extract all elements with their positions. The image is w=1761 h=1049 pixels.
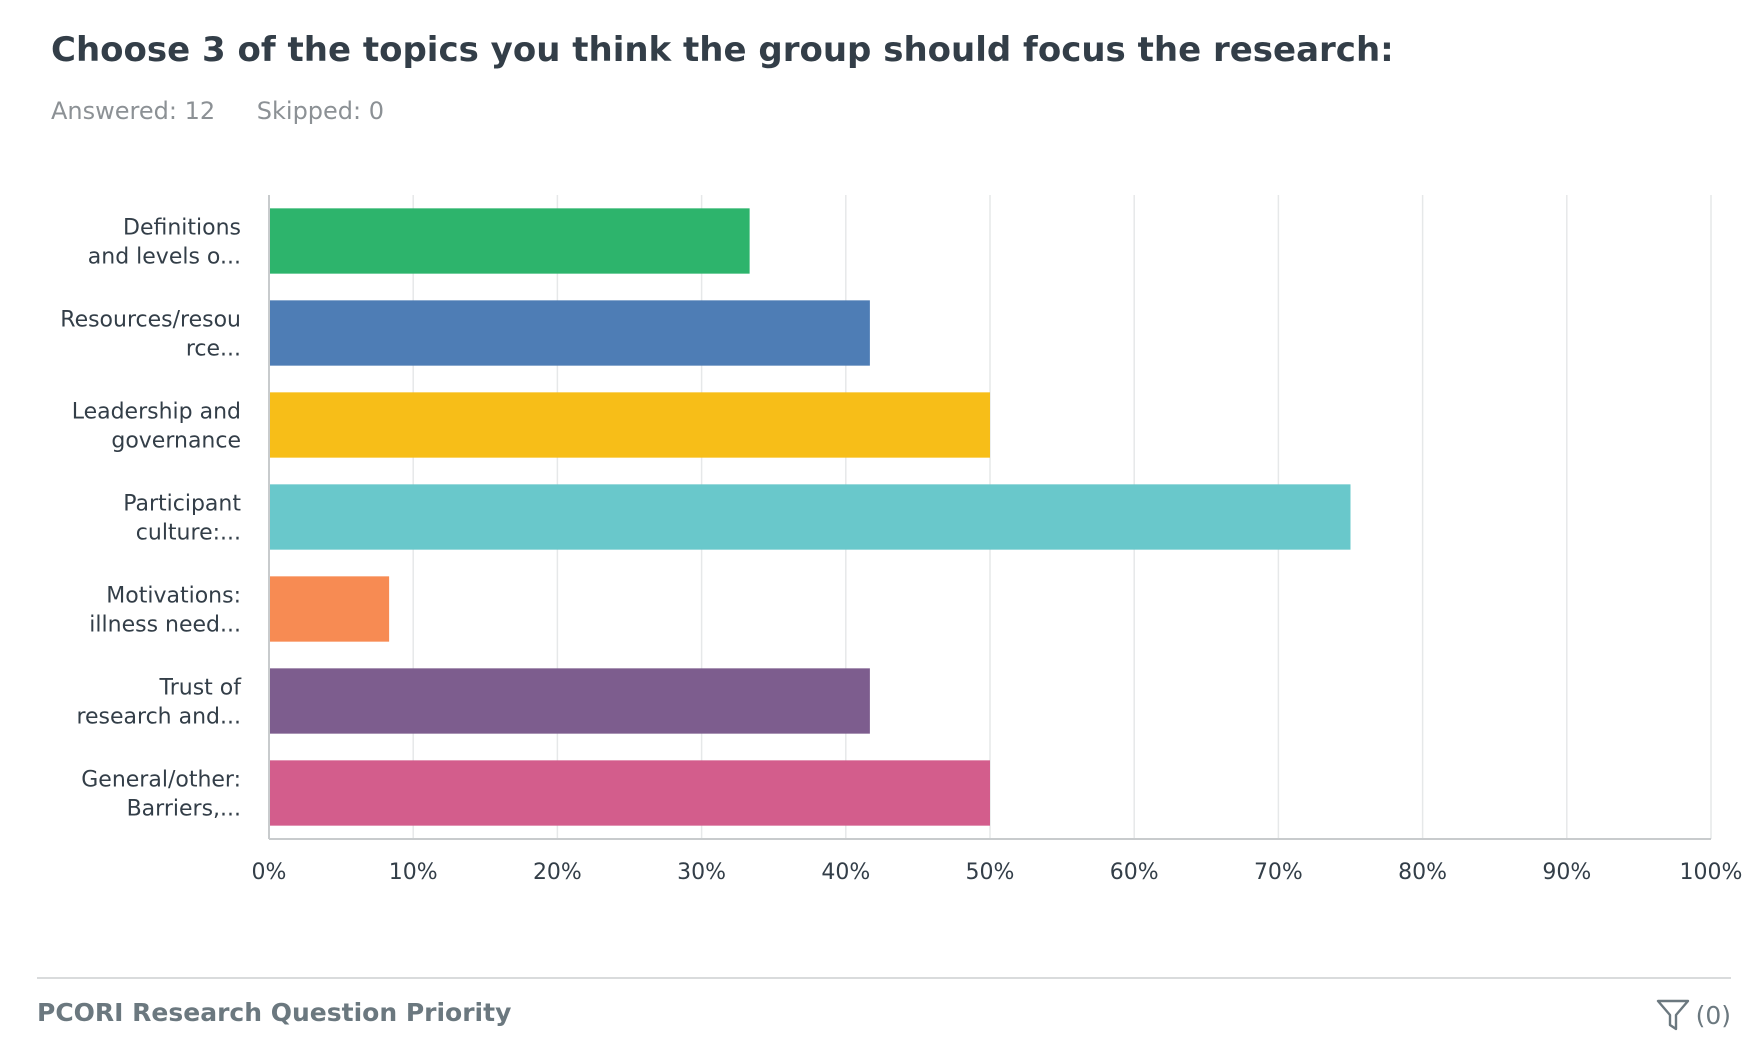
survey-title: PCORI Research Question Priority <box>37 998 512 1027</box>
category-label: Participant culture:... <box>123 492 241 546</box>
bar-chart: 0% 10% 20% 30% 40% 50% 60% 70% 80% 90% 100% Definit… <box>60 195 1743 885</box>
bar <box>270 300 870 366</box>
filter-icon <box>1656 999 1689 1031</box>
category-label-line: Trust of <box>159 676 243 701</box>
category-label-line: culture:... <box>136 521 241 546</box>
category-label: Definitions and levels o... <box>88 216 241 270</box>
x-tick-label: 100% <box>1680 860 1743 885</box>
category-label: Trust of research and... <box>76 676 242 730</box>
x-tick-label: 50% <box>966 860 1015 885</box>
category-label-line: and levels o... <box>88 245 241 270</box>
x-tick-label: 80% <box>1398 860 1447 885</box>
category-label-line: General/other: <box>81 768 241 793</box>
x-tick-label: 0% <box>252 860 287 885</box>
category-label-line: rce... <box>186 337 241 362</box>
x-tick-label: 60% <box>1110 860 1159 885</box>
footer-divider <box>37 977 1731 979</box>
category-label-line: research and... <box>76 705 241 730</box>
x-tick-label: 90% <box>1542 860 1591 885</box>
x-tick-label: 20% <box>533 860 582 885</box>
skipped-count: Skipped: 0 <box>256 97 385 125</box>
question-title: Choose 3 of the topics you think the gro… <box>51 30 1394 70</box>
category-label-line: Motivations: <box>106 584 241 609</box>
x-tick-label: 10% <box>389 860 438 885</box>
filter-count: (0) <box>1695 1000 1731 1030</box>
filter-button[interactable]: (0) <box>1656 998 1731 1032</box>
category-label-line: Resources/resou <box>60 308 241 333</box>
bar <box>270 576 390 642</box>
category-label: General/other: Barriers,... <box>81 768 241 822</box>
bar <box>270 668 870 734</box>
bar <box>270 208 750 274</box>
category-label-line: illness need... <box>89 613 241 638</box>
bar <box>270 392 990 458</box>
category-label-line: governance <box>111 429 241 454</box>
category-label: Motivations: illness need... <box>89 584 241 638</box>
x-tick-label: 40% <box>821 860 870 885</box>
category-label-line: Definitions <box>123 216 241 241</box>
category-label: Resources/resou rce... <box>60 308 241 362</box>
bar <box>270 760 990 826</box>
x-tick-label: 30% <box>677 860 726 885</box>
category-label-line: Participant <box>123 492 241 517</box>
category-label: Leadership and governance <box>72 400 241 454</box>
x-tick-label: 70% <box>1254 860 1303 885</box>
response-stats: Answered: 12 Skipped: 0 <box>51 97 384 125</box>
category-label-line: Leadership and <box>72 400 241 425</box>
answered-count: Answered: 12 <box>51 97 216 125</box>
category-label-line: Barriers,... <box>127 797 241 822</box>
bar <box>270 484 1351 550</box>
